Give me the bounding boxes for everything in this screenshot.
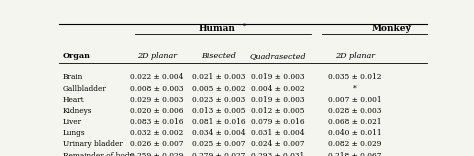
Text: 0.026 ± 0.007: 0.026 ± 0.007 [130,140,183,148]
Text: 0.022 ± 0.004: 0.022 ± 0.004 [130,73,183,81]
Text: 0.079 ± 0.016: 0.079 ± 0.016 [251,118,305,126]
Text: *: * [353,85,357,93]
Text: Remainder of body: Remainder of body [63,152,134,156]
Text: Lungs: Lungs [63,129,85,137]
Text: 0.013 ± 0.005: 0.013 ± 0.005 [192,107,246,115]
Text: Heart: Heart [63,96,84,104]
Text: 0.004 ± 0.002: 0.004 ± 0.002 [251,85,305,93]
Text: 0.293 ± 0.031: 0.293 ± 0.031 [251,152,304,156]
Text: 0.082 ± 0.029: 0.082 ± 0.029 [328,140,382,148]
Text: 0.007 ± 0.001: 0.007 ± 0.001 [328,96,382,104]
Text: 0.021 ± 0.003: 0.021 ± 0.003 [192,73,246,81]
Text: 2D planar: 2D planar [137,52,177,60]
Text: 0.032 ± 0.002: 0.032 ± 0.002 [130,129,183,137]
Text: 0.029 ± 0.003: 0.029 ± 0.003 [130,96,183,104]
Text: Urinary bladder: Urinary bladder [63,140,123,148]
Text: 0.081 ± 0.016: 0.081 ± 0.016 [192,118,246,126]
Text: Bisected: Bisected [201,52,237,60]
Text: †: † [408,22,411,30]
Text: 0.019 ± 0.003: 0.019 ± 0.003 [251,96,305,104]
Text: 0.005 ± 0.002: 0.005 ± 0.002 [192,85,246,93]
Text: Liver: Liver [63,118,82,126]
Text: Organ: Organ [63,52,91,60]
Text: Kidneys: Kidneys [63,107,92,115]
Text: 0.024 ± 0.007: 0.024 ± 0.007 [251,140,305,148]
Text: 0.008 ± 0.003: 0.008 ± 0.003 [130,85,183,93]
Text: 0.068 ± 0.021: 0.068 ± 0.021 [328,118,382,126]
Text: 0.279 ± 0.027: 0.279 ± 0.027 [192,152,246,156]
Text: 0.218 ± 0.067: 0.218 ± 0.067 [328,152,382,156]
Text: 0.020 ± 0.006: 0.020 ± 0.006 [130,107,183,115]
Text: 0.040 ± 0.011: 0.040 ± 0.011 [328,129,382,137]
Text: 0.019 ± 0.003: 0.019 ± 0.003 [251,73,305,81]
Text: 0.035 ± 0.012: 0.035 ± 0.012 [328,73,382,81]
Text: Quadrasected: Quadrasected [249,52,306,60]
Text: 0.028 ± 0.003: 0.028 ± 0.003 [328,107,382,115]
Text: 0.031 ± 0.004: 0.031 ± 0.004 [251,129,305,137]
Text: Human: Human [199,24,236,32]
Text: Gallbladder: Gallbladder [63,85,107,93]
Text: *: * [243,22,246,30]
Text: 2D planar: 2D planar [335,52,375,60]
Text: 0.259 ± 0.029: 0.259 ± 0.029 [130,152,183,156]
Text: 0.025 ± 0.007: 0.025 ± 0.007 [192,140,246,148]
Text: 0.034 ± 0.004: 0.034 ± 0.004 [192,129,246,137]
Text: 0.083 ± 0.016: 0.083 ± 0.016 [130,118,183,126]
Text: 0.023 ± 0.003: 0.023 ± 0.003 [192,96,246,104]
Text: Brain: Brain [63,73,83,81]
Text: Monkey: Monkey [372,24,411,32]
Text: 0.012 ± 0.005: 0.012 ± 0.005 [251,107,305,115]
